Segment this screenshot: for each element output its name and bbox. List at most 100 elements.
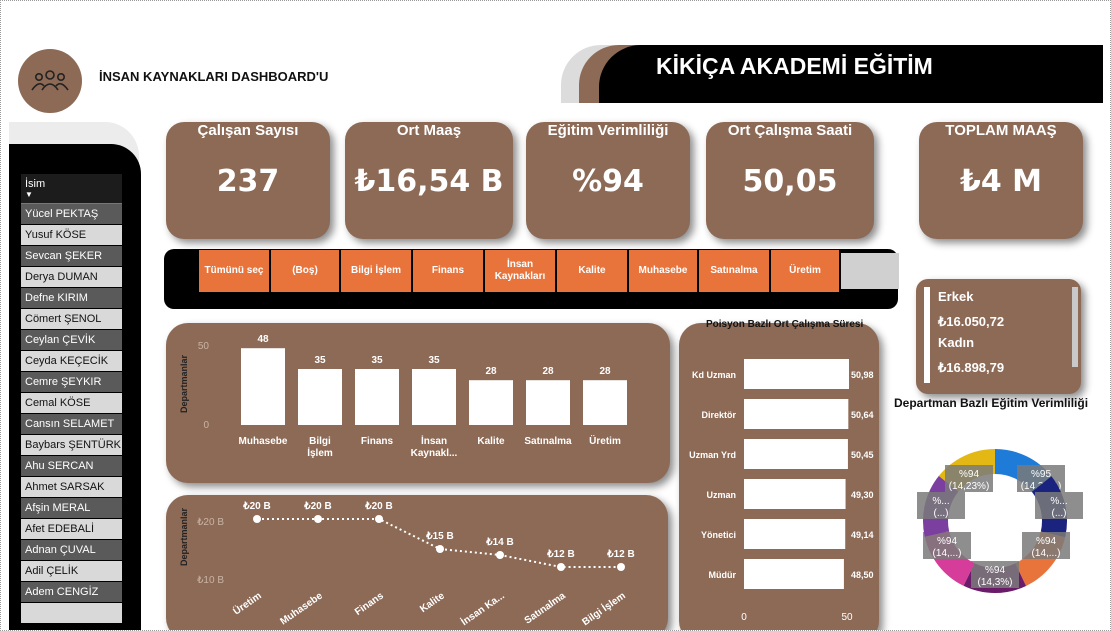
dept-button-finance[interactable]: Finans (413, 250, 483, 292)
line-point (436, 545, 444, 553)
slicer-item[interactable]: Ahmet SARSAK (21, 477, 122, 498)
kpi-avg-work-hours: Ort Çalışma Saati 50,05 (706, 122, 874, 239)
bar (744, 559, 844, 589)
slicer-item[interactable]: Ahu SERCAN (21, 456, 122, 477)
bar-value-label: 28 (599, 366, 611, 377)
y-tick-label: ₺20 B (197, 517, 224, 528)
bar-value-label: 50,98 (851, 370, 874, 380)
kpi-total-salary: TOPLAM MAAŞ ₺4 M (919, 122, 1083, 239)
bar (298, 369, 342, 425)
bar (355, 369, 399, 425)
slice-label-box (1022, 532, 1070, 559)
x-tick-label: İnsan Ka... (458, 589, 507, 628)
slicer-item[interactable]: Cemal KÖSE (21, 393, 122, 414)
sort-arrow-icon[interactable]: ▼ (25, 190, 33, 199)
slicer-item[interactable]: Adem CENGİZ (21, 582, 122, 603)
x-tick-label: 50 (841, 612, 853, 623)
dept-training-chart-title: Departman Bazlı Eğitim Verimliliği (894, 396, 1089, 410)
bar (744, 439, 848, 469)
x-tick-label: Satınalma (523, 590, 568, 626)
slicer-item[interactable]: Baybars ŞENTÜRK (21, 435, 122, 456)
dept-button-accounting[interactable]: Muhasebe (629, 250, 697, 292)
kpi-employee-count: Çalışan Sayısı 237 (166, 122, 330, 239)
slicer-item[interactable]: Yusuf KÖSE (21, 225, 122, 246)
x-tick-label: İnsan (421, 434, 447, 447)
bar-value-label: 48,50 (851, 570, 874, 580)
dept-button-hr[interactable]: İnsan Kaynakları (485, 250, 555, 292)
bar (744, 399, 849, 429)
bar-value-label: 35 (371, 355, 383, 366)
point-value-label: ₺20 B (303, 501, 332, 512)
slicer-item[interactable]: Yücel PEKTAŞ (21, 204, 122, 225)
dept-button-blank[interactable]: (Boş) (271, 250, 339, 292)
kpi-title: TOPLAM MAAŞ (945, 122, 1057, 139)
slice-label: %94 (1036, 536, 1056, 547)
bar (469, 380, 513, 425)
x-tick-label: Kaynakl... (411, 448, 458, 459)
slice-label: %94 (959, 469, 979, 480)
dept-button-purchasing[interactable]: Satınalma (699, 250, 769, 292)
dept-button-it[interactable]: Bilgi İşlem (341, 250, 411, 292)
position-hours-chart-title: Poisyon Bazlı Ort Çalışma Süresi (706, 319, 864, 330)
y-tick-label: Yönetici (701, 530, 736, 540)
dept-button-select-all[interactable]: Tümünü seç (199, 250, 269, 292)
name-slicer-header[interactable]: İsim ▼ (21, 174, 122, 204)
gender-card-scrollbar[interactable] (1072, 287, 1078, 367)
slice-label: (14,...) (933, 548, 962, 559)
kpi-title: Ort Çalışma Saati (727, 122, 853, 139)
y-tick-label: Kd Uzman (692, 370, 736, 380)
kpi-avg-salary: Ort Maaş ₺16,54 B (345, 122, 513, 239)
slice-label: (14,...) (1032, 548, 1061, 559)
slice-label-box (945, 465, 993, 492)
bar-value-label: 50,45 (851, 450, 874, 460)
slicer-item[interactable]: Afşin MERAL (21, 498, 122, 519)
slicer-item[interactable]: Cömert ŞENOL (21, 309, 122, 330)
y-tick-label: 50 (198, 341, 210, 352)
y-tick-label: Uzman Yrd (689, 450, 736, 460)
slicer-item[interactable]: Defne KIRIM (21, 288, 122, 309)
line-point (617, 563, 625, 571)
line-point (375, 515, 383, 523)
slice-label: (14,23%) (949, 481, 990, 492)
gender-salary-card (916, 279, 1081, 394)
slice-label: %... (1050, 496, 1067, 507)
gender-male-label: Erkek (924, 287, 1059, 313)
y-tick-label: 0 (203, 420, 209, 431)
slice-label-box (923, 532, 971, 559)
point-value-label: ₺12 B (546, 549, 575, 560)
bar (744, 359, 850, 389)
point-value-label: ₺14 B (485, 537, 514, 548)
bar (241, 348, 285, 425)
kpi-value: ₺4 M (959, 164, 1043, 199)
slicer-item[interactable]: Derya DUMAN (21, 267, 122, 288)
slicer-item[interactable]: Sevcan ŞEKER (21, 246, 122, 267)
slicer-item[interactable]: Afet EDEBALİ (21, 519, 122, 540)
kpi-value: ₺16,54 B (354, 164, 504, 199)
slicer-item[interactable]: Adnan ÇUVAL (21, 540, 122, 561)
dept-button-production[interactable]: Üretim (771, 250, 839, 292)
x-tick-label: Muhasebe (278, 590, 325, 627)
bar-value-label: 28 (542, 366, 554, 377)
logo-badge (18, 49, 82, 113)
slicer-header-label: İsim (25, 178, 46, 190)
point-value-label: ₺20 B (364, 501, 393, 512)
slicer-item[interactable]: Ceylan ÇEVİK (21, 330, 122, 351)
dept-button-quality[interactable]: Kalite (557, 250, 627, 292)
slicer-item[interactable]: Cansın SELAMET (21, 414, 122, 435)
brand-title: KİKİÇA AKADEMİ EĞİTİM (656, 53, 933, 79)
bar (412, 369, 456, 425)
slicer-item[interactable]: Adil ÇELİK (21, 561, 122, 582)
y-tick-label: Direktör (701, 410, 736, 420)
slicer-item[interactable]: Ceyda KEÇECİK (21, 351, 122, 372)
bar-value-label: 50,64 (851, 410, 874, 420)
slice-label: %94 (985, 565, 1005, 576)
slice-label: (...) (934, 508, 949, 519)
bar-value-label: 35 (314, 355, 326, 366)
line-point (253, 515, 261, 523)
slicer-item[interactable]: Cemre ŞEYKIR (21, 372, 122, 393)
gender-female-label: Kadın (924, 333, 1059, 359)
bar (744, 519, 846, 549)
x-tick-label: İşlem (307, 446, 333, 459)
x-tick-label: Bilgi (309, 436, 331, 447)
